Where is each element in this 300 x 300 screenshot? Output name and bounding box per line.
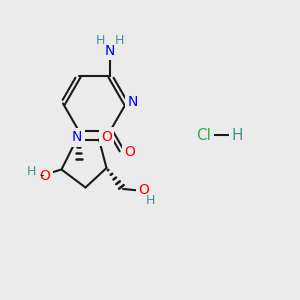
- Text: O: O: [139, 184, 149, 197]
- Text: O: O: [124, 145, 135, 159]
- Text: N: N: [72, 130, 83, 144]
- Text: Cl: Cl: [196, 128, 211, 142]
- Text: H: H: [27, 165, 36, 178]
- Text: -: -: [39, 169, 44, 182]
- Text: H: H: [115, 34, 124, 47]
- Text: H: H: [231, 128, 243, 142]
- Text: N: N: [128, 95, 138, 109]
- Text: H: H: [96, 34, 105, 47]
- Text: H: H: [145, 194, 155, 207]
- Text: N: N: [105, 44, 116, 58]
- Text: O: O: [40, 169, 50, 182]
- Text: O: O: [101, 130, 112, 143]
